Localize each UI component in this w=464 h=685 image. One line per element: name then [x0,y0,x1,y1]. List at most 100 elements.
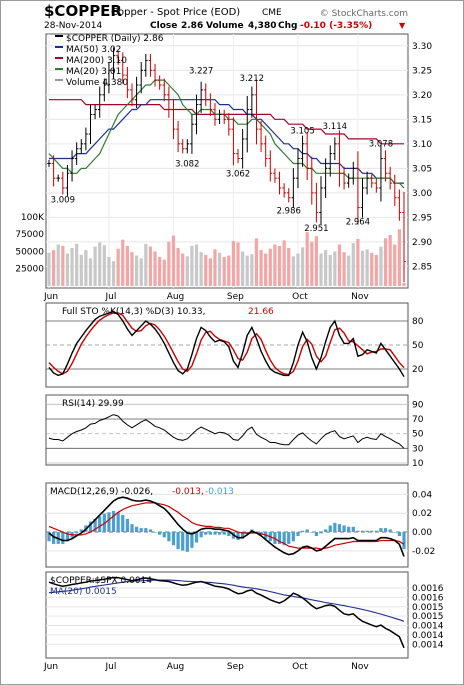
month-label: Oct [292,292,308,302]
volume-bar [125,245,129,286]
instrument-name: Copper - Spot Price (EOD) [111,7,240,18]
ratio-legend-ma: MA(20) 0.0015 [50,587,117,597]
volume-bar [93,246,97,286]
macd-histogram-bar [305,529,309,533]
volume-bar [360,250,365,286]
macd-histogram-bar [79,529,83,533]
macd-gridlines [46,493,408,552]
volume-bar [158,256,162,286]
rsi-panel-frame [45,394,409,466]
volume-bar [139,258,143,286]
macd-panel: 0.040.020.00-0.02 MACD(12,26,9) -0.026, … [45,482,435,568]
volume-bar [116,248,120,286]
ratio-tick-label: 0.0014 [412,631,444,641]
price-legend-swatch [55,35,63,37]
macd-histogram-bar [291,532,295,542]
volume-bar [181,253,185,286]
month-label: Jun [43,292,58,302]
ratio-line [48,576,405,649]
macd-histogram-bar [360,530,365,533]
macd-lines [48,496,405,557]
volume-bar [204,254,208,286]
macd-panel-frame [45,482,409,568]
volume-bar [370,252,374,286]
volume-bar [264,253,268,286]
macd-histogram-bar [241,532,245,539]
price-tick-label: 2.90 [412,238,432,248]
price-tick-label: 3.15 [412,115,432,125]
macd-histogram-bar [125,518,129,533]
volume-bar [185,256,189,286]
macd-histogram-bar [213,532,217,535]
price-annotation: 2.986 [277,207,301,217]
price-annotation: 3.078 [369,140,393,150]
month-label: Nov [351,662,369,672]
stochastic-d-line [48,312,405,376]
macd-histogram-bar [217,532,222,535]
macd-tick-label: 0.00 [412,528,432,538]
volume-bar [56,244,60,286]
volume-bar [88,258,93,286]
volume-bar [397,229,402,286]
macd-histogram-bar [75,532,79,534]
volume-bar [388,234,392,286]
volume-bar [379,246,383,286]
volume-bar [213,249,217,286]
macd-histogram-bar [51,532,56,544]
volume-bar [273,244,277,286]
stochastic-tick-label: 80 [412,317,424,327]
ratio-lines [48,576,405,649]
month-label: Aug [167,292,185,302]
price-annotation: 3.212 [240,74,264,84]
ratio-ma-line [48,579,405,622]
macd-tick-label: 0.04 [412,490,432,500]
volume-bar [121,239,125,286]
price-tick-label: 2.85 [412,262,432,272]
macd-histogram-bar [130,524,134,533]
macd-histogram-bar [236,532,240,540]
macd-histogram-bar [208,532,212,535]
volume-bar [282,240,286,286]
volume-bar [402,282,406,286]
price-tick-label: 3.25 [412,66,432,76]
macd-legend-label: MACD(12,26,9) -0.026, [50,487,153,497]
macd-histogram-bar [365,530,369,533]
ratio-tick-label: 0.0015 [412,603,444,613]
price-annotation: 3.105 [290,126,314,136]
price-axis-ticks: 3.30 3.25 3.20 3.15 3.10 3.05 3.00 2.95 2.90 2.85 [412,42,432,273]
close-value: 2.86 [181,21,203,31]
price-legend-label: Volume 4,380 [66,78,128,88]
volume-bar [65,253,70,286]
volume-bar [208,258,212,286]
macd-histogram-bar [121,514,125,533]
macd-histogram-bar [47,532,51,542]
rsi-tick-label: 50 [412,430,424,440]
macd-histogram-bar [397,532,402,537]
macd-histogram-bar [370,530,374,533]
volume-bar [199,252,203,286]
volume-tick-label: 25000 [15,265,44,275]
month-label: Jul [105,292,117,302]
macd-histogram-bar [171,532,176,546]
volume-bar [241,251,245,286]
macd-histogram-bar [88,521,93,533]
volume-bar [296,253,300,286]
volume-bar [84,250,88,286]
macd-histogram-bar [139,528,143,533]
macd-histogram-bar [342,525,346,533]
macd-histogram-bar [388,529,392,533]
rsi-legend-label: RSI(14) 29.99 [62,399,124,409]
stochastic-legend-label: Full STO %K(14,3) %D(3) 10.33, [62,307,206,317]
volume-bar [393,244,397,286]
macd-histogram-bar [194,532,199,543]
macd-histogram-bar [93,518,97,533]
price-annotation: 3.082 [175,160,199,170]
volume-bar [310,241,314,286]
volume-bar [231,241,236,286]
price-annotation: 2.964 [346,218,370,228]
macd-tick-label: -0.02 [412,547,435,557]
macd-histogram-bar [153,532,157,533]
macd-histogram-bar [310,532,314,533]
volume-bar [70,248,74,286]
macd-histogram-bar [176,532,180,550]
